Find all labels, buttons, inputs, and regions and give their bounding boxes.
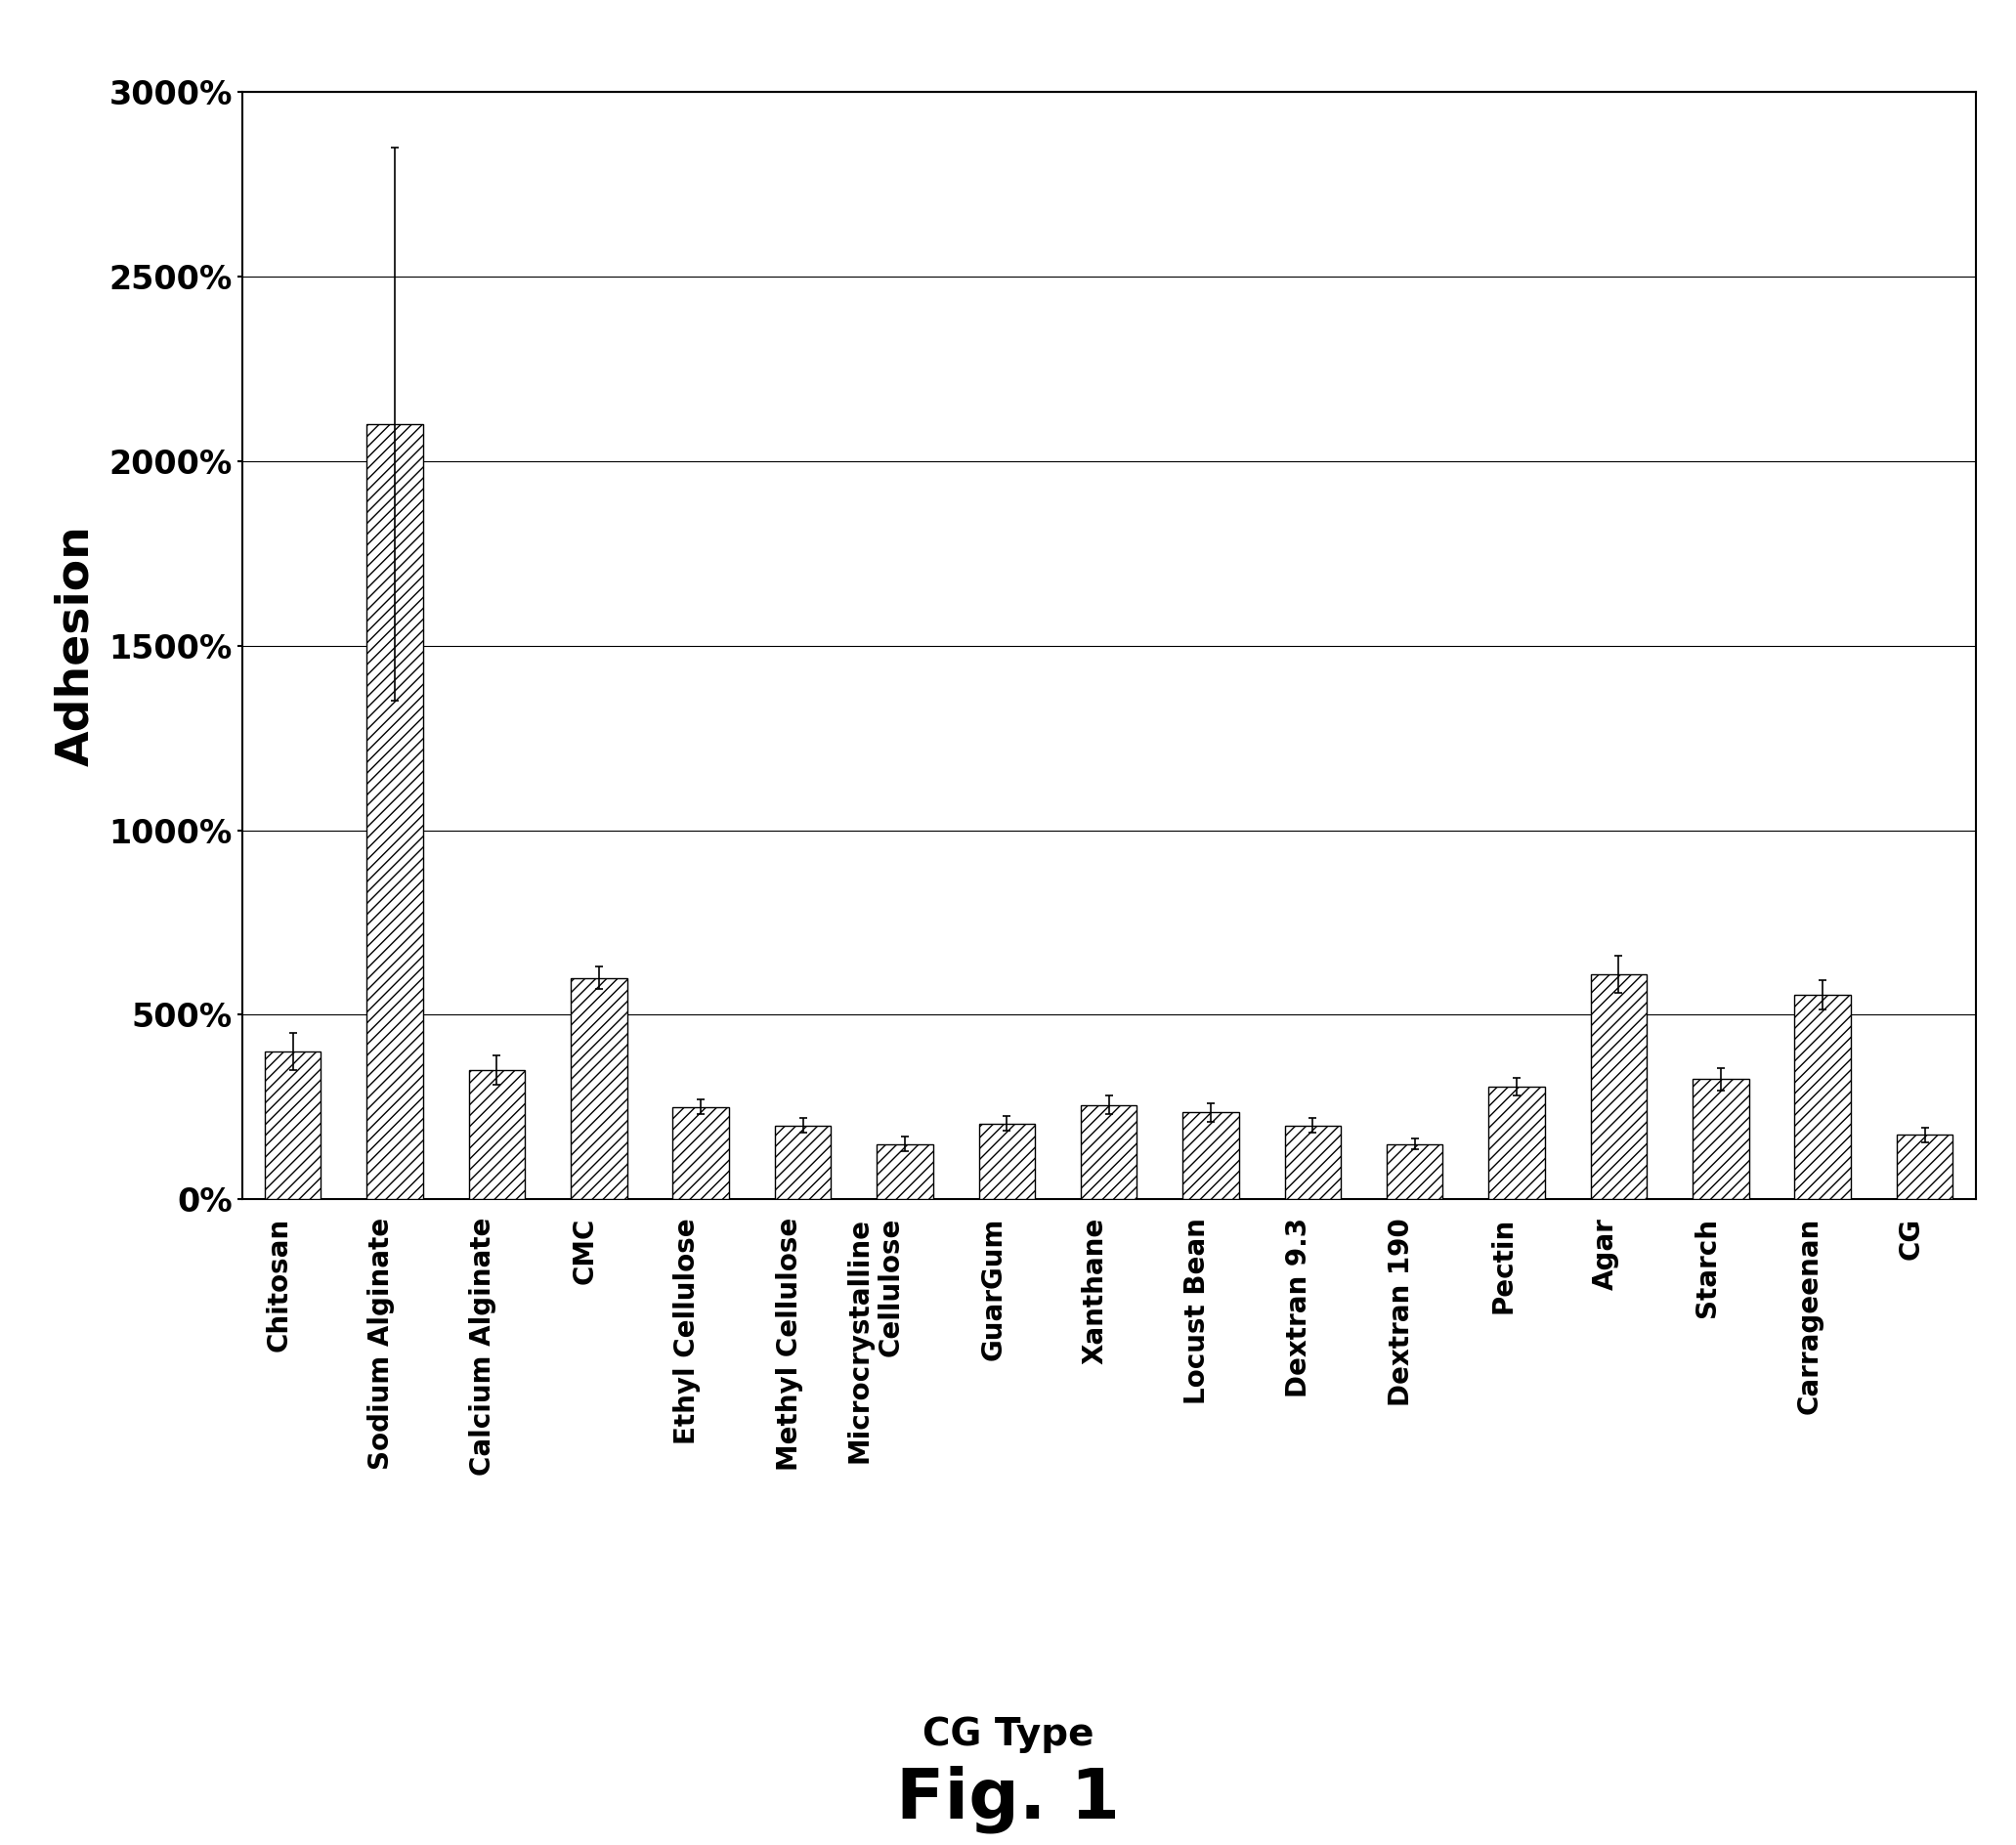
Bar bbox=[673, 1107, 730, 1199]
Text: CG Type: CG Type bbox=[921, 1716, 1095, 1753]
Bar bbox=[1794, 994, 1851, 1199]
Bar bbox=[774, 1125, 831, 1199]
Bar bbox=[470, 1070, 524, 1199]
Text: Ethyl Cellulose: Ethyl Cellulose bbox=[673, 1218, 702, 1445]
Bar bbox=[1591, 974, 1647, 1199]
Text: Dextran 9.3: Dextran 9.3 bbox=[1286, 1218, 1312, 1399]
Text: Sodium Alginate: Sodium Alginate bbox=[367, 1218, 395, 1470]
Text: Fig. 1: Fig. 1 bbox=[895, 1766, 1121, 1832]
Text: Chitosan: Chitosan bbox=[266, 1218, 292, 1352]
Text: Dextran 190: Dextran 190 bbox=[1387, 1218, 1415, 1406]
Text: CMC: CMC bbox=[571, 1218, 599, 1284]
Text: Carrageenan: Carrageenan bbox=[1796, 1218, 1822, 1415]
Bar bbox=[1183, 1113, 1238, 1199]
Bar bbox=[1488, 1087, 1544, 1199]
Bar bbox=[877, 1144, 933, 1199]
Bar bbox=[264, 1052, 321, 1199]
Bar bbox=[367, 424, 423, 1199]
Bar bbox=[571, 978, 627, 1199]
Bar bbox=[1387, 1144, 1443, 1199]
Text: Locust Bean: Locust Bean bbox=[1183, 1218, 1212, 1404]
Text: GuarGum: GuarGum bbox=[980, 1218, 1006, 1362]
Text: CG: CG bbox=[1897, 1218, 1925, 1260]
Bar bbox=[980, 1124, 1034, 1199]
Bar bbox=[1693, 1079, 1748, 1199]
Bar bbox=[1081, 1105, 1137, 1199]
Bar bbox=[1284, 1125, 1341, 1199]
Text: Pectin: Pectin bbox=[1490, 1218, 1516, 1314]
Y-axis label: Adhesion: Adhesion bbox=[54, 526, 99, 766]
Text: Microcrystalline
Cellulose: Microcrystalline Cellulose bbox=[847, 1218, 905, 1463]
Text: Calcium Alginate: Calcium Alginate bbox=[470, 1218, 496, 1476]
Text: Starch: Starch bbox=[1693, 1218, 1722, 1317]
Bar bbox=[1897, 1135, 1954, 1199]
Text: Methyl Cellulose: Methyl Cellulose bbox=[776, 1218, 802, 1470]
Text: Agar: Agar bbox=[1591, 1218, 1619, 1290]
Text: Xanthane: Xanthane bbox=[1081, 1218, 1109, 1365]
